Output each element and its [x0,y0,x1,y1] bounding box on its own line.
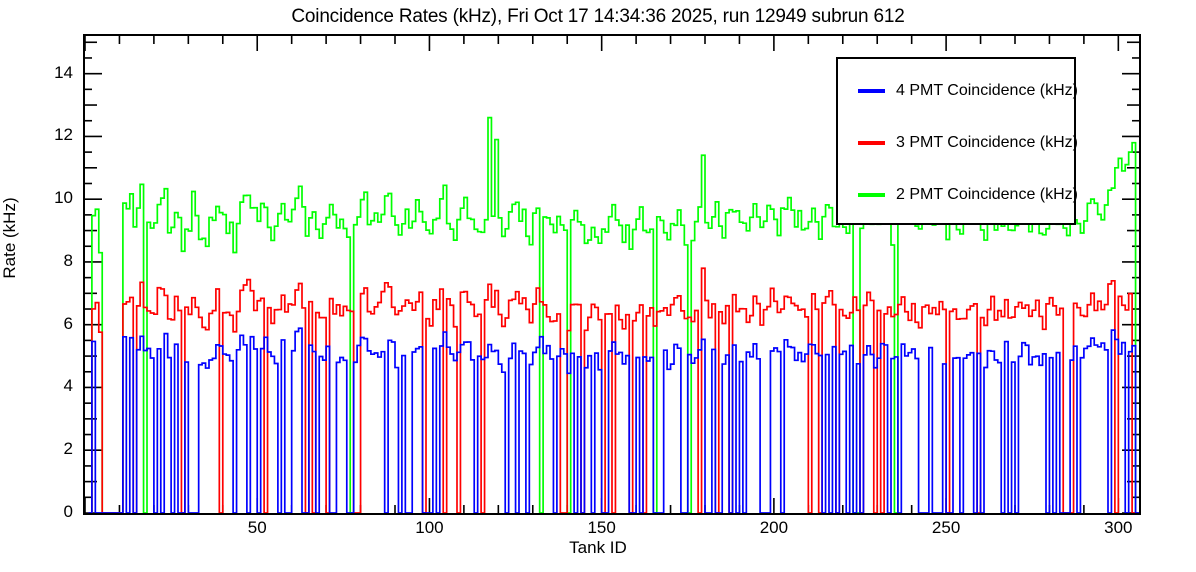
y-tick-label: 0 [63,502,73,521]
chart-title: Coincidence Rates (kHz), Fri Oct 17 14:3… [291,6,905,27]
legend-color-swatch [858,141,886,145]
series-line [88,327,1139,513]
legend-item[interactable]: 3 PMT Coincidence (kHz) [838,123,1078,163]
y-tick-label: 2 [63,439,73,459]
x-tick-label: 300 [1104,518,1133,537]
plot-svg [85,36,1139,513]
y-tick-label: 8 [63,250,73,270]
y-axis-title: Rate (kHz) [0,197,19,279]
y-tick-label: 6 [63,313,73,333]
x-tick-label: 250 [931,518,961,537]
chart-legend: 4 PMT Coincidence (kHz) 3 PMT Coincidence… [836,57,1078,225]
series-line [88,267,1139,513]
legend-color-swatch [858,89,886,93]
y-tick-label: 4 [63,376,73,396]
legend-label: 3 PMT Coincidence (kHz) [896,134,1078,151]
legend-item[interactable]: 2 PMT Coincidence (kHz) [838,175,1078,215]
y-tick-label: 14 [54,62,73,82]
x-tick-label: 150 [587,518,616,537]
x-axis-title: Tank ID [569,538,627,557]
x-tick-label: 50 [247,518,267,537]
y-tick-label: 12 [54,125,73,145]
legend-label: 2 PMT Coincidence (kHz) [896,186,1078,203]
legend-label: 4 PMT Coincidence (kHz) [896,82,1078,99]
x-tick-label: 200 [759,518,789,537]
y-tick-label: 10 [54,188,73,208]
plot-area [83,34,1141,515]
legend-item[interactable]: 4 PMT Coincidence (kHz) [838,71,1078,111]
x-tick-label: 100 [415,518,444,537]
legend-color-swatch [858,193,886,197]
